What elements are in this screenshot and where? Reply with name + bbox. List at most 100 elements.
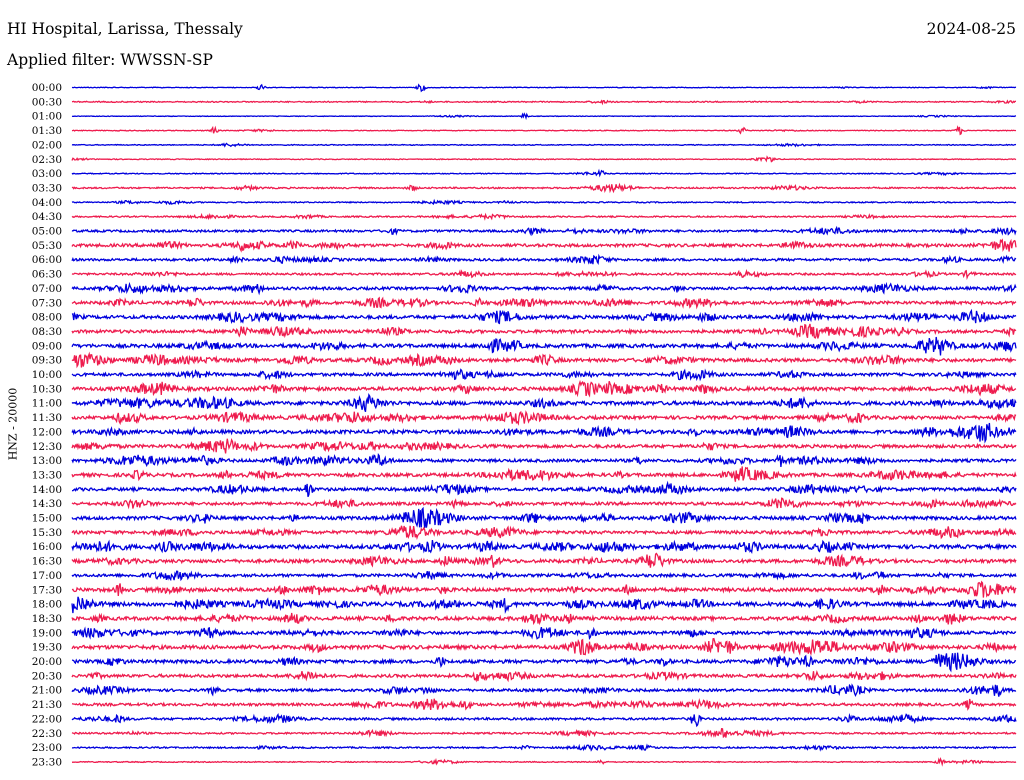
- time-tick-label: 14:30: [32, 498, 62, 510]
- time-tick-label: 02:30: [32, 154, 62, 166]
- time-tick-label: 01:00: [32, 111, 62, 123]
- time-tick-label: 22:00: [32, 713, 62, 725]
- time-tick-label: 22:30: [32, 728, 62, 740]
- time-tick-label: 23:00: [32, 742, 62, 754]
- time-tick-label: 21:00: [32, 685, 62, 697]
- trace-line: [71, 497, 1017, 510]
- trace-line: [71, 281, 1017, 296]
- time-tick-label: 00:30: [32, 96, 62, 108]
- record-date: 2024-08-25: [926, 20, 1016, 38]
- trace-line: [71, 393, 1017, 413]
- time-tick-label: 00:00: [32, 82, 62, 94]
- time-tick-label: 06:30: [32, 269, 62, 281]
- trace-line: [71, 570, 1017, 582]
- trace-line: [71, 637, 1017, 656]
- time-tick-label: 18:30: [32, 613, 62, 625]
- time-tick-label: 08:30: [32, 326, 62, 338]
- time-tick-label: 11:30: [32, 412, 62, 424]
- trace-line: [71, 155, 1017, 163]
- filter-label: Applied filter: WWSSN-SP: [7, 51, 213, 69]
- trace-line: [71, 453, 1017, 468]
- time-tick-label: 17:30: [32, 584, 62, 596]
- trace-line: [71, 727, 1017, 739]
- time-tick-label: 07:00: [32, 283, 62, 295]
- trace-line: [71, 697, 1017, 711]
- trace-line: [71, 683, 1017, 697]
- trace-line: [71, 308, 1017, 325]
- trace-line: [71, 112, 1017, 121]
- trace-line: [71, 379, 1017, 398]
- time-tick-label: 02:00: [32, 139, 62, 151]
- trace-line: [71, 198, 1017, 206]
- trace-line: [71, 438, 1017, 454]
- time-tick-label: 16:30: [32, 556, 62, 568]
- trace-line: [71, 168, 1017, 178]
- station-title: HI Hospital, Larissa, Thessaly: [7, 20, 243, 38]
- trace-line: [71, 323, 1017, 339]
- trace-line: [71, 669, 1017, 683]
- trace-line: [71, 596, 1017, 615]
- trace-line: [71, 212, 1017, 221]
- time-tick-label: 23:30: [32, 756, 62, 768]
- trace-line: [71, 422, 1017, 444]
- time-tick-label: 04:30: [32, 211, 62, 223]
- time-tick-label: 05:30: [32, 240, 62, 252]
- trace-line: [71, 142, 1017, 148]
- trace-line: [71, 125, 1017, 136]
- trace-line: [71, 466, 1017, 482]
- trace-line: [71, 626, 1017, 641]
- trace-line: [71, 182, 1017, 194]
- time-tick-label: 16:00: [32, 541, 62, 553]
- trace-line: [71, 336, 1017, 356]
- time-tick-label: 19:00: [32, 627, 62, 639]
- trace-line: [71, 552, 1017, 568]
- time-tick-label: 12:30: [32, 441, 62, 453]
- time-tick-label: 13:00: [32, 455, 62, 467]
- time-tick-label: 10:30: [32, 383, 62, 395]
- time-tick-label: 10:00: [32, 369, 62, 381]
- trace-line: [71, 580, 1017, 598]
- time-tick-label: 06:00: [32, 254, 62, 266]
- time-tick-label: 12:00: [32, 426, 62, 438]
- trace-line: [71, 612, 1017, 626]
- trace-line: [71, 480, 1017, 498]
- trace-line: [71, 268, 1017, 281]
- time-tick-label: 17:00: [32, 570, 62, 582]
- trace-line: [71, 99, 1017, 106]
- time-tick-label: 03:00: [32, 168, 62, 180]
- trace-line: [71, 757, 1017, 767]
- time-tick-label: 20:30: [32, 670, 62, 682]
- time-tick-label: 15:00: [32, 513, 62, 525]
- trace-line: [71, 351, 1017, 369]
- time-tick-label: 13:30: [32, 469, 62, 481]
- time-tick-label: 07:30: [32, 297, 62, 309]
- trace-line: [71, 296, 1017, 310]
- time-tick-label: 20:00: [32, 656, 62, 668]
- trace-line: [71, 410, 1017, 426]
- trace-line: [71, 368, 1017, 382]
- time-tick-label: 21:30: [32, 699, 62, 711]
- time-tick-label: 03:30: [32, 182, 62, 194]
- trace-line: [71, 238, 1017, 253]
- trace-line: [71, 83, 1017, 93]
- time-tick-label: 09:30: [32, 355, 62, 367]
- trace-line: [71, 253, 1017, 265]
- trace-line: [71, 652, 1017, 673]
- time-tick-label: 15:30: [32, 527, 62, 539]
- trace-line: [71, 539, 1017, 554]
- trace-line: [71, 225, 1017, 237]
- trace-line: [71, 506, 1017, 528]
- trace-line: [71, 525, 1017, 541]
- time-tick-label: 05:00: [32, 226, 62, 238]
- time-tick-label: 14:00: [32, 484, 62, 496]
- trace-line: [71, 712, 1017, 728]
- time-tick-label: 09:00: [32, 340, 62, 352]
- trace-line: [71, 743, 1017, 752]
- time-tick-label: 11:00: [32, 398, 62, 410]
- time-tick-label: 04:00: [32, 197, 62, 209]
- time-tick-label: 08:00: [32, 312, 62, 324]
- time-tick-label: 19:30: [32, 642, 62, 654]
- time-tick-label: 01:30: [32, 125, 62, 137]
- time-tick-label: 18:00: [32, 599, 62, 611]
